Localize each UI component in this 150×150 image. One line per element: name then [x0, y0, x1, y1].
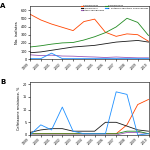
Serogroup B: [126, 33, 128, 35]
S. enterica serotype Choleraesuis: [40, 58, 42, 60]
Serogroup B: [61, 26, 63, 28]
Serogroup D: [51, 43, 52, 45]
Serogroup D: [105, 32, 106, 34]
Serogroup C: [72, 46, 74, 48]
Line: S. enterica serotype Choleraesuis: S. enterica serotype Choleraesuis: [30, 53, 148, 59]
S. enterica serotype Choleraesuis: [61, 58, 63, 60]
Serogroup C: [148, 41, 149, 43]
S. enterica serotype Choleraesuis: [51, 52, 52, 54]
S. enterica serotype Choleraesuis: [83, 58, 85, 60]
Serogroup B: [40, 19, 42, 21]
Line: Serogroup B: Serogroup B: [30, 14, 148, 41]
Other serogroups: [72, 55, 74, 57]
S. enterica serotype Choleraesuis: [126, 58, 128, 60]
Serogroup B: [105, 31, 106, 33]
Other serogroups: [29, 54, 31, 56]
Serogroup D: [83, 39, 85, 41]
Serogroup D: [137, 21, 139, 23]
Serogroup D: [115, 26, 117, 28]
S. enterica serotype Choleraesuis: [137, 58, 139, 60]
Serogroup D: [148, 35, 149, 36]
Serogroup C: [40, 51, 42, 53]
Serogroup C: [94, 44, 96, 46]
Other serogroups: [137, 57, 139, 59]
Serogroup D: [61, 42, 63, 44]
Serogroup D: [94, 36, 96, 38]
S. enterica serotype Choleraesuis: [148, 58, 149, 60]
Serogroup B: [51, 23, 52, 25]
Serogroup B: [137, 34, 139, 36]
Other serogroups: [115, 56, 117, 58]
Serogroup C: [29, 52, 31, 54]
Serogroup D: [72, 42, 74, 43]
Other serogroups: [40, 55, 42, 57]
Serogroup B: [72, 30, 74, 32]
Legend: Serogroup B, Serogroup C, Other serogroups, Serogroup D, S. enterica serotype Ch: Serogroup B, Serogroup C, Other serogrou…: [80, 4, 148, 11]
Serogroup C: [51, 49, 52, 51]
S. enterica serotype Choleraesuis: [72, 58, 74, 60]
Serogroup B: [148, 40, 149, 42]
Serogroup C: [137, 40, 139, 41]
S. enterica serotype Choleraesuis: [105, 58, 106, 60]
Serogroup B: [29, 13, 31, 15]
Y-axis label: No. isolates: No. isolates: [15, 21, 19, 44]
Serogroup C: [105, 43, 106, 45]
Line: Serogroup C: Serogroup C: [30, 40, 148, 53]
Y-axis label: Ceftriaxone resistance, %: Ceftriaxone resistance, %: [17, 87, 21, 130]
Serogroup C: [61, 48, 63, 50]
Serogroup B: [83, 21, 85, 22]
Other serogroups: [105, 57, 106, 58]
Other serogroups: [148, 57, 149, 59]
Serogroup C: [126, 40, 128, 42]
Serogroup D: [29, 46, 31, 48]
Other serogroups: [126, 57, 128, 58]
S. enterica serotype Choleraesuis: [29, 58, 31, 60]
Line: Serogroup D: Serogroup D: [30, 18, 148, 47]
Serogroup C: [115, 41, 117, 43]
Other serogroups: [83, 56, 85, 58]
Other serogroups: [51, 54, 52, 56]
Serogroup B: [94, 18, 96, 20]
S. enterica serotype Choleraesuis: [94, 58, 96, 60]
Other serogroups: [94, 56, 96, 58]
S. enterica serotype Choleraesuis: [115, 58, 117, 60]
Other serogroups: [61, 55, 63, 57]
Text: A: A: [0, 3, 6, 9]
Text: B: B: [0, 79, 6, 85]
Line: Other serogroups: Other serogroups: [30, 55, 148, 58]
Serogroup C: [83, 45, 85, 47]
Serogroup D: [40, 45, 42, 47]
Serogroup D: [126, 17, 128, 19]
Serogroup B: [115, 35, 117, 37]
